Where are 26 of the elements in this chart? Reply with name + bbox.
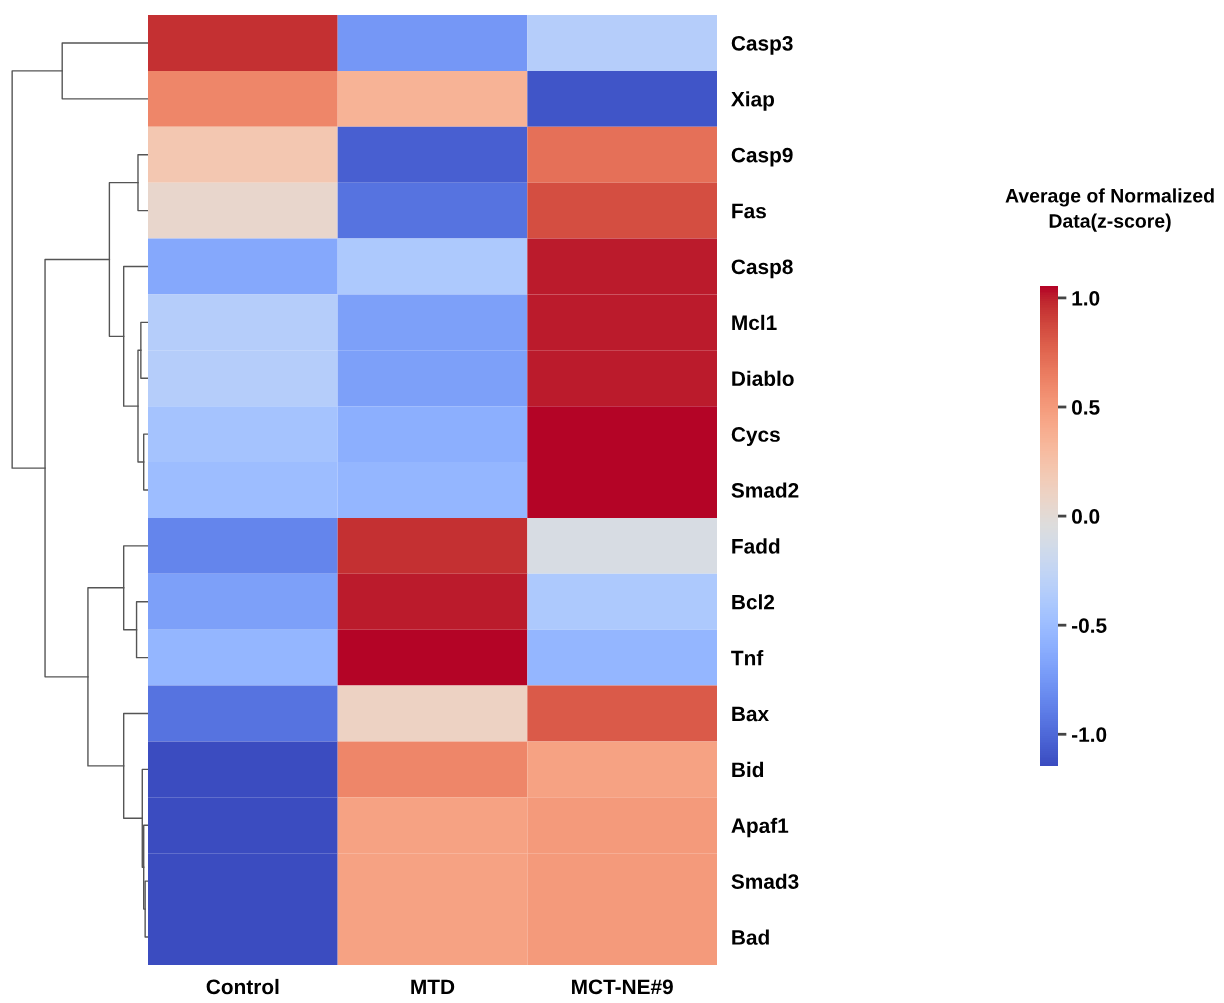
y-tick-label: Smad3 xyxy=(731,873,799,889)
y-tick-label: Fadd xyxy=(732,538,780,554)
color-bar-label: 0.0 xyxy=(1072,509,1100,524)
y-tick-label: Casp8 xyxy=(731,259,793,279)
color-bar-label: -0.5 xyxy=(1072,618,1107,633)
y-tick-label: Cycs xyxy=(731,427,780,446)
y-tick-label: Bax xyxy=(732,706,769,722)
color-bar-label: -1.0 xyxy=(1072,727,1107,743)
x-tick-label: MTD xyxy=(411,979,455,994)
y-tick-label: Fas xyxy=(732,203,766,219)
x-tick-label: MCT-NE#9 xyxy=(572,979,673,995)
y-tick-label: Bcl2 xyxy=(732,594,775,610)
y-tick-label: Xiap xyxy=(731,91,775,111)
y-tick-label: Tnf xyxy=(731,650,764,666)
y-tick-label: Bad xyxy=(732,929,769,945)
y-tick-label: Diablo xyxy=(732,370,794,386)
color-bar-title: Average of Normalized Data(z-score) xyxy=(1005,188,1214,232)
y-tick-label: Bid xyxy=(732,761,764,778)
x-tick-label: Control xyxy=(206,978,279,995)
y-tick-label: Apaf1 xyxy=(731,817,789,838)
y-tick-label: Mcl1 xyxy=(732,314,777,331)
y-tick-label: Smad2 xyxy=(731,482,799,498)
y-tick-label: Casp9 xyxy=(731,147,793,167)
color-bar-label: 0.5 xyxy=(1072,400,1100,415)
y-tick-label: Casp3 xyxy=(731,35,793,55)
color-bar-label: 1.0 xyxy=(1072,290,1100,306)
